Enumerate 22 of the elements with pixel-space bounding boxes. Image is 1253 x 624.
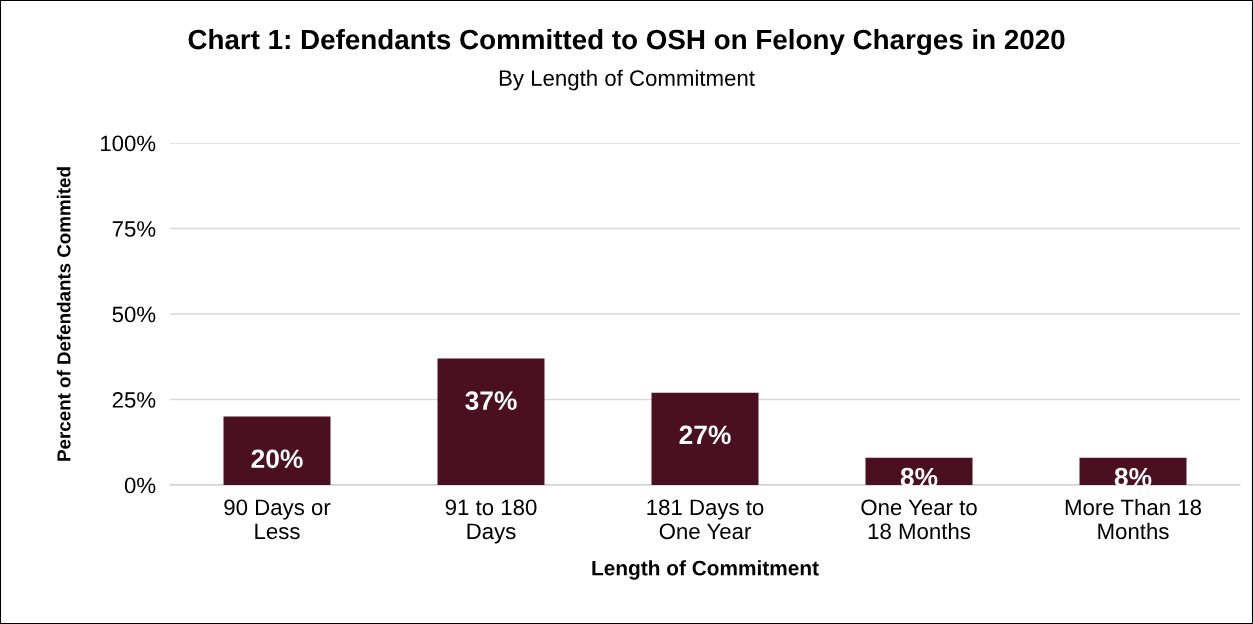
data-label: 37% [465, 391, 517, 411]
data-label: 8% [1114, 467, 1152, 487]
y-tick-label: 0% [124, 477, 156, 494]
x-tick-label: More Than 18 Months [1065, 498, 1202, 540]
y-tick-label: 50% [112, 306, 156, 323]
y-tick-label: 100% [100, 135, 156, 152]
x-tick-label: 90 Days or Less [224, 499, 331, 540]
bar [651, 392, 759, 485]
x-tick-label: 181 Days to One Year [647, 499, 764, 540]
chart-title: Chart 1: Defendants Committed to OSH on Felony Charges in 2020 [188, 28, 1065, 56]
y-tick-label: 25% [112, 392, 156, 408]
data-label: 8% [900, 467, 938, 487]
bar [437, 358, 545, 485]
data-label: 27% [679, 425, 731, 445]
x-tick-label: One Year to 18 Months [861, 499, 977, 540]
chart-subtitle: By Length of Commitment [499, 69, 755, 91]
x-axis-title: Length of Commitment [592, 560, 819, 580]
data-label: 20% [251, 449, 303, 469]
x-tick-label: 91 to 180 Days [445, 499, 537, 544]
y-axis-title: Percent of Defendants Commited [56, 167, 71, 461]
bar [223, 416, 331, 485]
y-tick-label: 75% [112, 221, 156, 237]
